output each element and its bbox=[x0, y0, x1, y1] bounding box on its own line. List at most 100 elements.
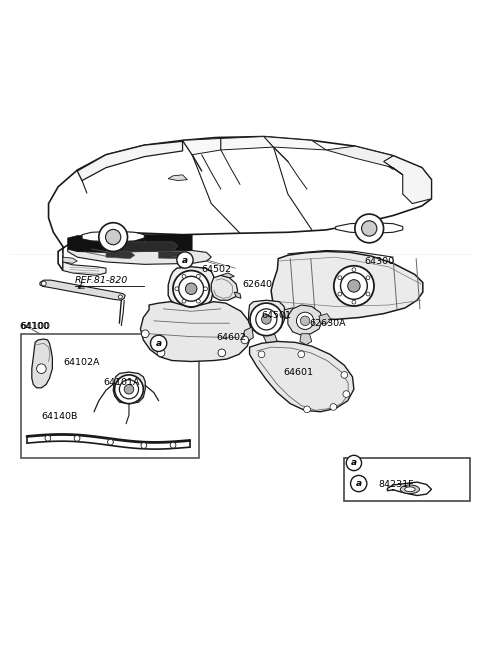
Text: 64101A: 64101A bbox=[104, 378, 140, 386]
Circle shape bbox=[352, 268, 356, 272]
Text: 64601: 64601 bbox=[283, 368, 313, 377]
Text: a: a bbox=[182, 256, 188, 264]
Circle shape bbox=[173, 270, 209, 307]
Circle shape bbox=[36, 364, 46, 373]
Text: a: a bbox=[356, 479, 362, 488]
Bar bbox=[21, 334, 199, 458]
Polygon shape bbox=[63, 257, 77, 264]
Polygon shape bbox=[242, 327, 253, 341]
Polygon shape bbox=[82, 232, 144, 242]
Polygon shape bbox=[77, 141, 182, 180]
Polygon shape bbox=[68, 235, 192, 258]
Polygon shape bbox=[384, 155, 432, 203]
Circle shape bbox=[142, 330, 149, 338]
Circle shape bbox=[175, 287, 179, 291]
Polygon shape bbox=[326, 146, 403, 175]
Text: 64102A: 64102A bbox=[63, 358, 99, 367]
Circle shape bbox=[196, 274, 200, 278]
Polygon shape bbox=[288, 305, 323, 335]
Polygon shape bbox=[271, 251, 423, 319]
Text: 64140B: 64140B bbox=[41, 412, 78, 421]
Circle shape bbox=[250, 303, 283, 336]
Text: 64501: 64501 bbox=[262, 310, 291, 319]
Circle shape bbox=[99, 222, 128, 251]
Polygon shape bbox=[319, 314, 331, 324]
Circle shape bbox=[108, 440, 113, 445]
Circle shape bbox=[120, 380, 139, 399]
Circle shape bbox=[350, 476, 367, 492]
Polygon shape bbox=[211, 276, 238, 300]
Circle shape bbox=[204, 287, 207, 291]
Circle shape bbox=[361, 221, 377, 236]
Ellipse shape bbox=[400, 485, 420, 493]
Polygon shape bbox=[158, 251, 187, 258]
Text: 64300: 64300 bbox=[364, 257, 395, 266]
Polygon shape bbox=[63, 262, 106, 276]
Text: a: a bbox=[351, 459, 357, 468]
Circle shape bbox=[106, 230, 121, 245]
Polygon shape bbox=[40, 280, 125, 300]
Circle shape bbox=[115, 375, 144, 403]
Text: 64100: 64100 bbox=[20, 322, 50, 331]
Circle shape bbox=[196, 299, 200, 303]
Circle shape bbox=[179, 276, 204, 301]
Circle shape bbox=[343, 391, 349, 398]
Text: 64502: 64502 bbox=[202, 265, 232, 274]
Circle shape bbox=[330, 403, 336, 410]
Circle shape bbox=[151, 336, 166, 351]
Circle shape bbox=[346, 455, 361, 470]
Bar bbox=[344, 458, 470, 501]
Circle shape bbox=[366, 276, 370, 279]
Circle shape bbox=[124, 384, 134, 394]
Circle shape bbox=[182, 274, 186, 278]
Text: REF.81-820: REF.81-820 bbox=[75, 276, 128, 285]
Circle shape bbox=[119, 295, 122, 298]
Polygon shape bbox=[221, 273, 234, 277]
Circle shape bbox=[74, 436, 80, 441]
Polygon shape bbox=[221, 136, 274, 150]
Polygon shape bbox=[48, 136, 432, 270]
Polygon shape bbox=[111, 242, 178, 251]
Circle shape bbox=[366, 292, 370, 296]
Polygon shape bbox=[336, 222, 403, 234]
Polygon shape bbox=[106, 251, 135, 258]
Circle shape bbox=[352, 300, 356, 304]
Circle shape bbox=[338, 292, 342, 296]
Circle shape bbox=[185, 283, 197, 295]
Polygon shape bbox=[113, 372, 145, 403]
Circle shape bbox=[334, 266, 374, 306]
Text: a: a bbox=[156, 338, 162, 348]
Polygon shape bbox=[284, 308, 297, 318]
Circle shape bbox=[340, 272, 367, 299]
Circle shape bbox=[304, 406, 311, 413]
Polygon shape bbox=[250, 341, 354, 412]
Polygon shape bbox=[168, 267, 214, 308]
Circle shape bbox=[157, 349, 165, 357]
Circle shape bbox=[355, 214, 384, 243]
Circle shape bbox=[300, 316, 310, 325]
Circle shape bbox=[298, 351, 305, 358]
Circle shape bbox=[241, 336, 249, 344]
Ellipse shape bbox=[405, 487, 415, 492]
Polygon shape bbox=[182, 138, 221, 155]
Text: 84231F: 84231F bbox=[379, 480, 414, 489]
Circle shape bbox=[297, 312, 314, 329]
Polygon shape bbox=[32, 339, 52, 388]
Polygon shape bbox=[141, 302, 252, 361]
Polygon shape bbox=[234, 292, 241, 298]
Polygon shape bbox=[263, 334, 277, 345]
Polygon shape bbox=[264, 136, 326, 150]
Circle shape bbox=[141, 443, 147, 448]
Circle shape bbox=[151, 335, 167, 352]
Text: 62630A: 62630A bbox=[310, 319, 346, 328]
Circle shape bbox=[262, 315, 271, 324]
Text: 64602: 64602 bbox=[216, 333, 246, 342]
Circle shape bbox=[41, 281, 46, 286]
Polygon shape bbox=[249, 300, 286, 335]
Circle shape bbox=[348, 279, 360, 292]
Circle shape bbox=[341, 371, 348, 379]
Circle shape bbox=[182, 299, 186, 303]
Polygon shape bbox=[300, 334, 312, 345]
Text: 62640: 62640 bbox=[242, 280, 272, 289]
Text: a: a bbox=[156, 338, 162, 348]
